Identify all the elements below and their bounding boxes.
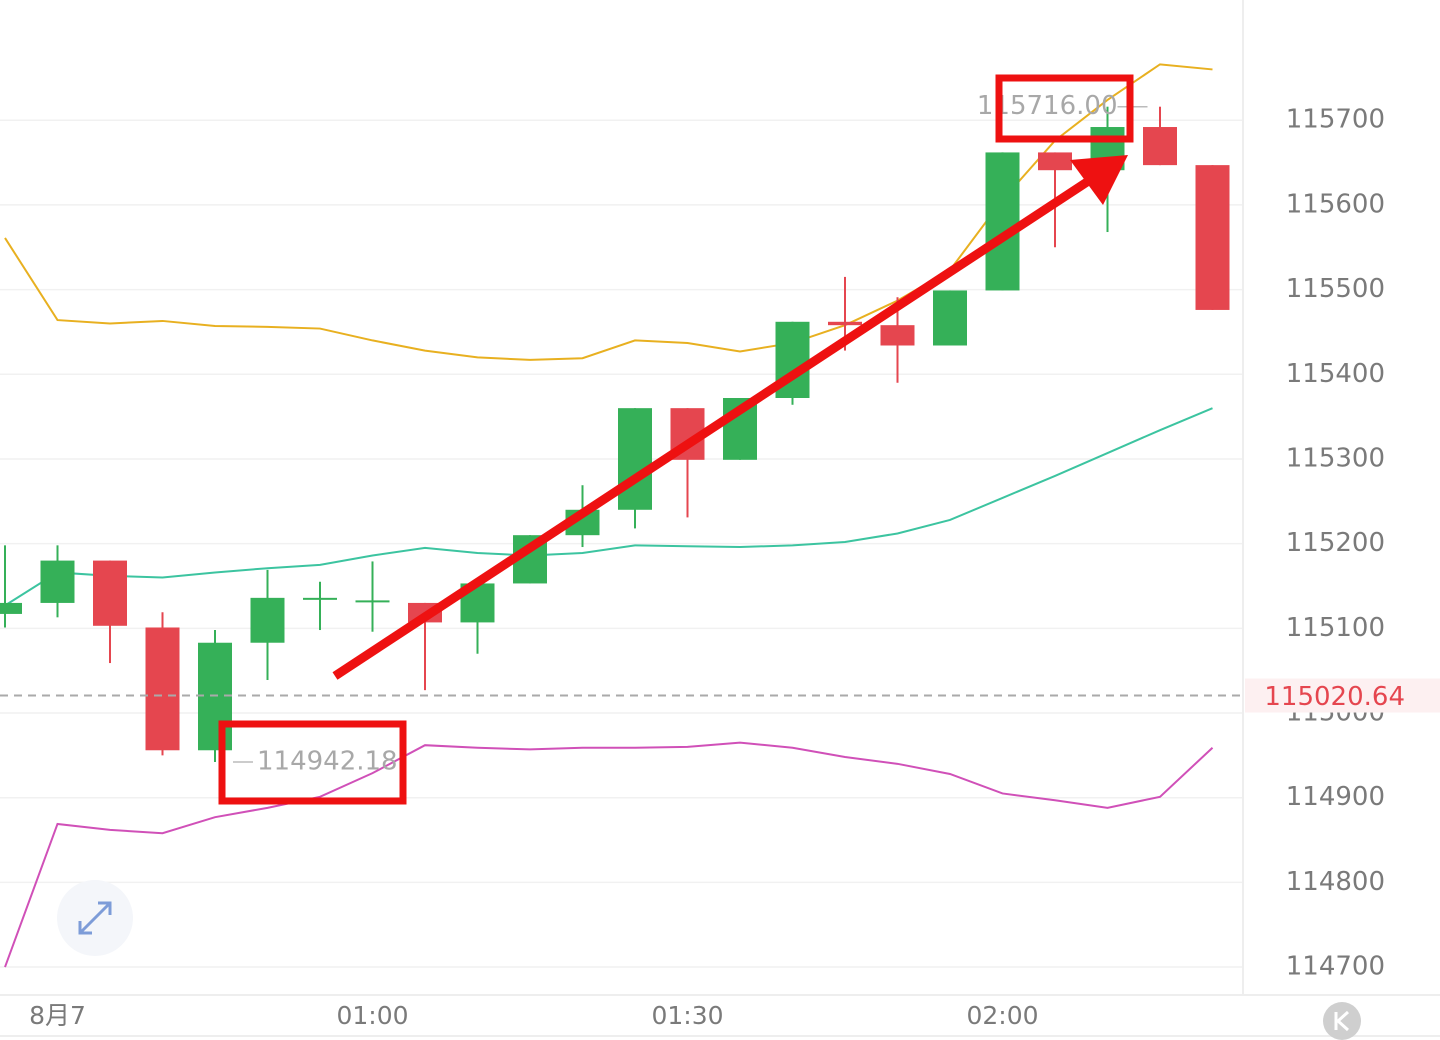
candle-body [985, 152, 1020, 291]
y-tick-label: 115500 [1286, 274, 1385, 304]
x-tick-label: 01:00 [336, 1001, 408, 1030]
y-tick-label: 114900 [1286, 782, 1385, 812]
grid [0, 119, 1243, 968]
candle-body [618, 408, 652, 510]
candle-body [250, 597, 285, 643]
expand-button[interactable] [57, 880, 133, 956]
y-tick-label: 115600 [1286, 189, 1385, 219]
candle-body [933, 290, 967, 346]
trend-arrow [332, 176, 1093, 680]
band-line [4, 407, 1213, 607]
candle-body [880, 325, 915, 346]
candle-body [0, 602, 22, 614]
x-tick-label: 01:30 [651, 1001, 723, 1030]
candle-body [1038, 152, 1072, 171]
highlight-box [218, 720, 407, 805]
x-tick-label: 02:00 [966, 1001, 1038, 1030]
candle-body [145, 627, 180, 751]
last-price-label: 115020.64 [1264, 682, 1405, 712]
candle-body [828, 321, 862, 326]
candle-body [93, 560, 127, 626]
highlight-box [995, 74, 1134, 143]
candle-body [1195, 165, 1230, 310]
k-icon [1334, 1010, 1350, 1032]
expand-icon [78, 901, 112, 935]
y-tick-label: 115700 [1286, 105, 1385, 135]
candle-body [40, 560, 75, 603]
y-tick-label: 115300 [1286, 443, 1385, 473]
k-bg [1323, 1002, 1361, 1040]
y-tick-label: 114800 [1286, 867, 1385, 897]
plot [0, 63, 1243, 968]
candle-body [355, 600, 390, 603]
x-tick-label: 8月7 [29, 1001, 86, 1030]
y-tick-label: 115100 [1286, 613, 1385, 643]
band-line [4, 741, 1214, 968]
trend-arrow-head [1070, 155, 1128, 205]
candle-body [303, 597, 337, 600]
k-button[interactable] [1323, 1002, 1361, 1040]
y-tick-label: 115200 [1286, 528, 1385, 558]
candle-body [1143, 127, 1177, 166]
last-price-bg [1245, 678, 1440, 713]
y-tick-label: 114700 [1286, 952, 1385, 982]
min-marker-label: 114942.18 [257, 746, 398, 776]
y-tick-label: 115400 [1286, 359, 1385, 389]
